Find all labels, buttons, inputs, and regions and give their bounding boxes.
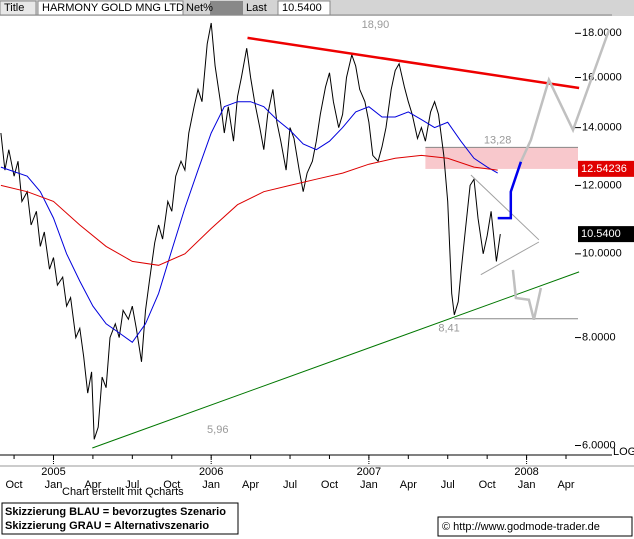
level-label: 13,28: [484, 134, 512, 146]
price-tag: [578, 160, 634, 177]
x-tick-label: Apr: [242, 479, 259, 491]
x-tick-label: Jul: [283, 479, 297, 491]
year-label: 2005: [41, 466, 65, 478]
x-tick-label: Apr: [557, 479, 574, 491]
year-label: 2007: [357, 466, 381, 478]
price-tag-label: 12.54236: [581, 163, 627, 175]
line: [480, 241, 540, 276]
x-tick-label: Oct: [5, 479, 22, 491]
line: [511, 269, 543, 321]
header-cell: [210, 1, 243, 15]
header-text: Title: [4, 2, 24, 14]
line: [470, 174, 540, 241]
x-tick-label: Apr: [84, 479, 101, 491]
price-tag-label: 10.5400: [581, 228, 621, 240]
legend-text: Skizzierung GRAU = Alternativszenario: [5, 520, 209, 532]
y-tick-label: 6.0000: [582, 439, 616, 451]
price-tag: [578, 226, 634, 243]
line: [497, 161, 523, 220]
level-label: 5,96: [207, 424, 228, 436]
y-tick-label: 12.0000: [582, 179, 622, 191]
level-label: 18,90: [362, 19, 390, 31]
legend-box: [1, 502, 239, 535]
x-tick-label: Jan: [360, 479, 378, 491]
x-tick-label: Oct: [163, 479, 180, 491]
year-label: 2006: [199, 466, 223, 478]
header-text: HARMONY GOLD MNG LTD: [42, 2, 184, 14]
x-tick-label: Jul: [441, 479, 455, 491]
year-label: 2008: [514, 466, 538, 478]
x-tick-label: Jan: [518, 479, 536, 491]
y-tick-label: 8.0000: [582, 331, 616, 343]
line: [92, 271, 580, 449]
footer-note: Chart erstellt mit Qcharts: [62, 486, 184, 498]
y-tick-label: 10.0000: [582, 248, 622, 260]
x-tick-label: Jan: [202, 479, 220, 491]
log-label: LOG: [613, 446, 634, 458]
x-tick-label: Oct: [479, 479, 496, 491]
x-tick-label: Oct: [321, 479, 338, 491]
x-tick-label: Jan: [45, 479, 63, 491]
line: [0, 154, 498, 266]
y-tick-label: 18.0000: [582, 27, 622, 39]
copyright[interactable]: © http://www.godmode-trader.de: [442, 521, 600, 533]
header-text: Net%: [186, 2, 213, 14]
copyright-box: [437, 516, 633, 537]
header-text: Last: [246, 2, 267, 14]
line: [0, 22, 501, 440]
x-tick-label: Apr: [400, 479, 417, 491]
line: [247, 36, 580, 90]
y-tick-label: 14.0000: [582, 122, 622, 134]
line: [0, 101, 498, 343]
y-tick-label: 16.0000: [582, 71, 622, 83]
legend-text: Skizzierung BLAU = bevorzugtes Szenario: [5, 506, 226, 518]
x-tick-label: Jul: [125, 479, 139, 491]
level-label: 8,41: [438, 323, 459, 335]
header-text: 10.5400: [282, 2, 322, 14]
line: [519, 29, 611, 163]
